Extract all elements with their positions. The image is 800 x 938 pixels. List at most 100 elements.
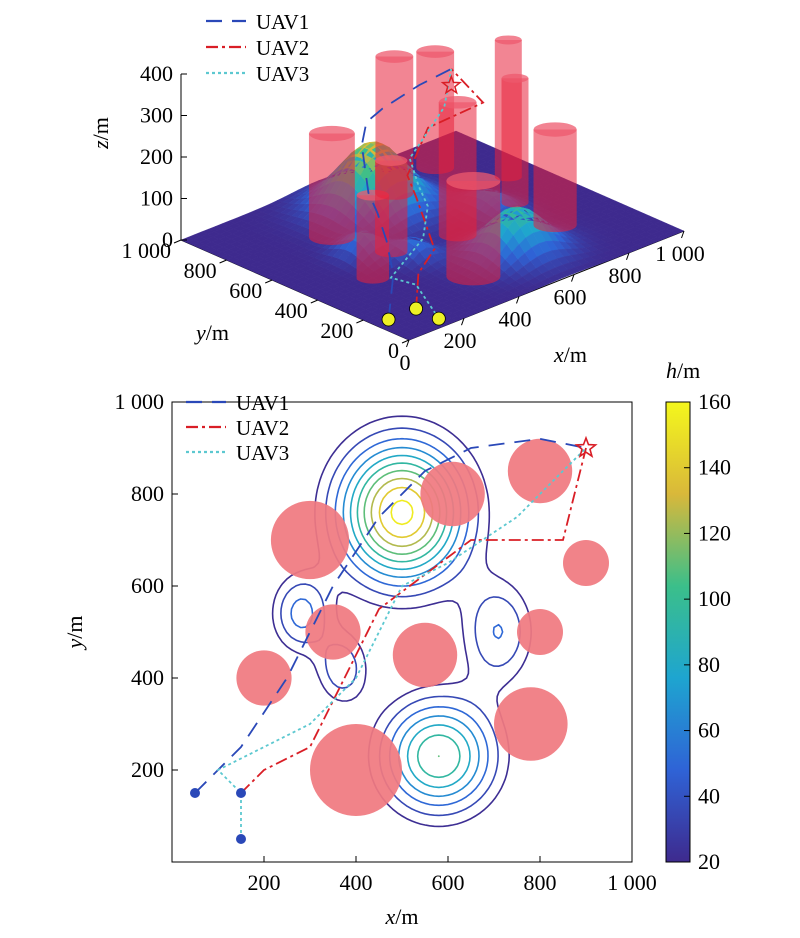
- uav-paths: [194, 437, 587, 839]
- y-tick-3d: [310, 299, 318, 304]
- start-marker-3d-uav2: [409, 301, 423, 316]
- obstacle-circles: [236, 438, 609, 816]
- x-tick-label-3d: 400: [499, 306, 532, 331]
- z-tick-label-3d: 0: [162, 227, 173, 252]
- cylinder-body: [533, 129, 577, 233]
- x-tick-3d: [626, 252, 630, 260]
- obstacle-circle: [310, 724, 402, 816]
- x-axis-label-2d: x/m: [385, 904, 419, 929]
- y-tick-label-3d: 1 000: [122, 238, 172, 263]
- colorbar-tick-label: 140: [698, 455, 731, 480]
- cylinder-top: [438, 95, 477, 109]
- y-tick-label-3d: 0: [388, 338, 399, 363]
- path-3d-uav1: [360, 68, 452, 320]
- z-tick-label-3d: 300: [140, 103, 173, 128]
- ticks-2d: 200 200 400 400 600 600 800 800 1 000 1 000: [115, 389, 657, 895]
- y-tick-3d: [356, 319, 364, 324]
- z-tick-label-3d: 400: [140, 61, 173, 86]
- cylinder-top: [308, 125, 355, 142]
- start-marker-uav2: [236, 788, 246, 798]
- colorbar-tick-label: 20: [698, 849, 720, 874]
- obstacle-cylinder: [533, 122, 577, 233]
- obstacle-cylinder: [375, 155, 408, 258]
- y-tick-label-3d: 600: [229, 278, 262, 303]
- legend-label-3d-uav3: UAV3: [256, 62, 309, 86]
- z-tick-label-3d: 100: [140, 186, 173, 211]
- y-tick-label: 400: [131, 665, 164, 690]
- path-3d-uav2: [406, 68, 485, 309]
- obstacle-circle: [494, 687, 568, 761]
- x-tick-label-3d: 1 000: [655, 241, 705, 266]
- x-axis-label: x/m: [553, 342, 587, 367]
- start-marker-uav3: [236, 834, 246, 844]
- x-tick-3d: [406, 339, 410, 348]
- y-tick-label-3d: 400: [275, 298, 308, 323]
- goal-star-icon: [574, 435, 598, 458]
- x-tick-3d: [461, 318, 465, 326]
- start-markers: [190, 435, 598, 844]
- colorbar-tick-label: 100: [698, 586, 731, 611]
- obstacle-cylinder: [446, 171, 501, 286]
- cylinder-top: [494, 35, 522, 45]
- start-marker-3d-uav1: [381, 312, 396, 327]
- obstacle-circle: [236, 650, 292, 706]
- colorbar-tick-label: 80: [698, 652, 720, 677]
- cylinder-body: [375, 160, 408, 258]
- uav-paths-3d: [360, 68, 485, 327]
- x-tick-label: 200: [248, 870, 281, 895]
- legend-label-uav2: UAV2: [236, 416, 289, 440]
- x-tick-label-3d: 0: [400, 350, 411, 375]
- path-3d-uav3: [389, 68, 453, 320]
- contour-line: [280, 427, 521, 817]
- start-marker-3d-uav3: [431, 311, 446, 326]
- cylinder-top: [446, 171, 501, 190]
- y-tick-3d: [173, 239, 182, 244]
- x-tick-3d: [516, 296, 520, 304]
- path-uav1: [194, 437, 587, 794]
- obstacle-circle: [392, 622, 458, 688]
- cylinder-body: [446, 180, 501, 286]
- path-uav3: [216, 447, 587, 839]
- obstacle-cylinder: [308, 125, 355, 245]
- cylinder-top: [375, 155, 408, 166]
- x-tick-label: 600: [432, 870, 465, 895]
- obstacle-circle: [517, 609, 563, 655]
- y-axis-label: y/m: [194, 320, 229, 345]
- cylinder-top: [533, 122, 577, 137]
- legend-label-3d-uav1: UAV1: [256, 10, 309, 34]
- legend-label-3d-uav2: UAV2: [256, 36, 309, 60]
- obstacle-cylinder: [501, 73, 529, 208]
- cylinder-body: [501, 78, 529, 208]
- legend-label-uav3: UAV3: [236, 441, 289, 465]
- x-tick-3d: [681, 230, 685, 239]
- colorbar-tick-label: 120: [698, 520, 731, 545]
- obstacle-cylinders: [308, 35, 577, 286]
- colorbar-tick-label: 60: [698, 718, 720, 743]
- surface-cell: [670, 228, 685, 234]
- x-tick-label-3d: 600: [554, 285, 587, 310]
- colorbar-label: h/m: [666, 358, 700, 383]
- path-uav2: [240, 447, 587, 794]
- cylinder-top: [375, 50, 414, 63]
- x-tick-label-3d: 800: [609, 263, 642, 288]
- x-tick-label: 400: [340, 870, 373, 895]
- cylinder-top: [501, 73, 529, 83]
- cylinder-top: [416, 45, 455, 58]
- contour-line: [378, 486, 426, 539]
- goal-star-3d-icon: [440, 74, 462, 95]
- obstacle-circle: [270, 500, 350, 580]
- obstacle-circle: [420, 461, 485, 527]
- y-tick-label-3d: 200: [320, 318, 353, 343]
- y-tick-label: 800: [131, 481, 164, 506]
- obstacle-circle: [563, 540, 609, 586]
- colorbar-tick-label: 40: [698, 783, 720, 808]
- colorbar-ticks: 20 40 60 80 100 120 140 160: [684, 389, 731, 874]
- y-axis-label-2d: y/m: [62, 616, 87, 651]
- z-tick-label-3d: 200: [140, 144, 173, 169]
- x-tick-3d: [571, 274, 575, 282]
